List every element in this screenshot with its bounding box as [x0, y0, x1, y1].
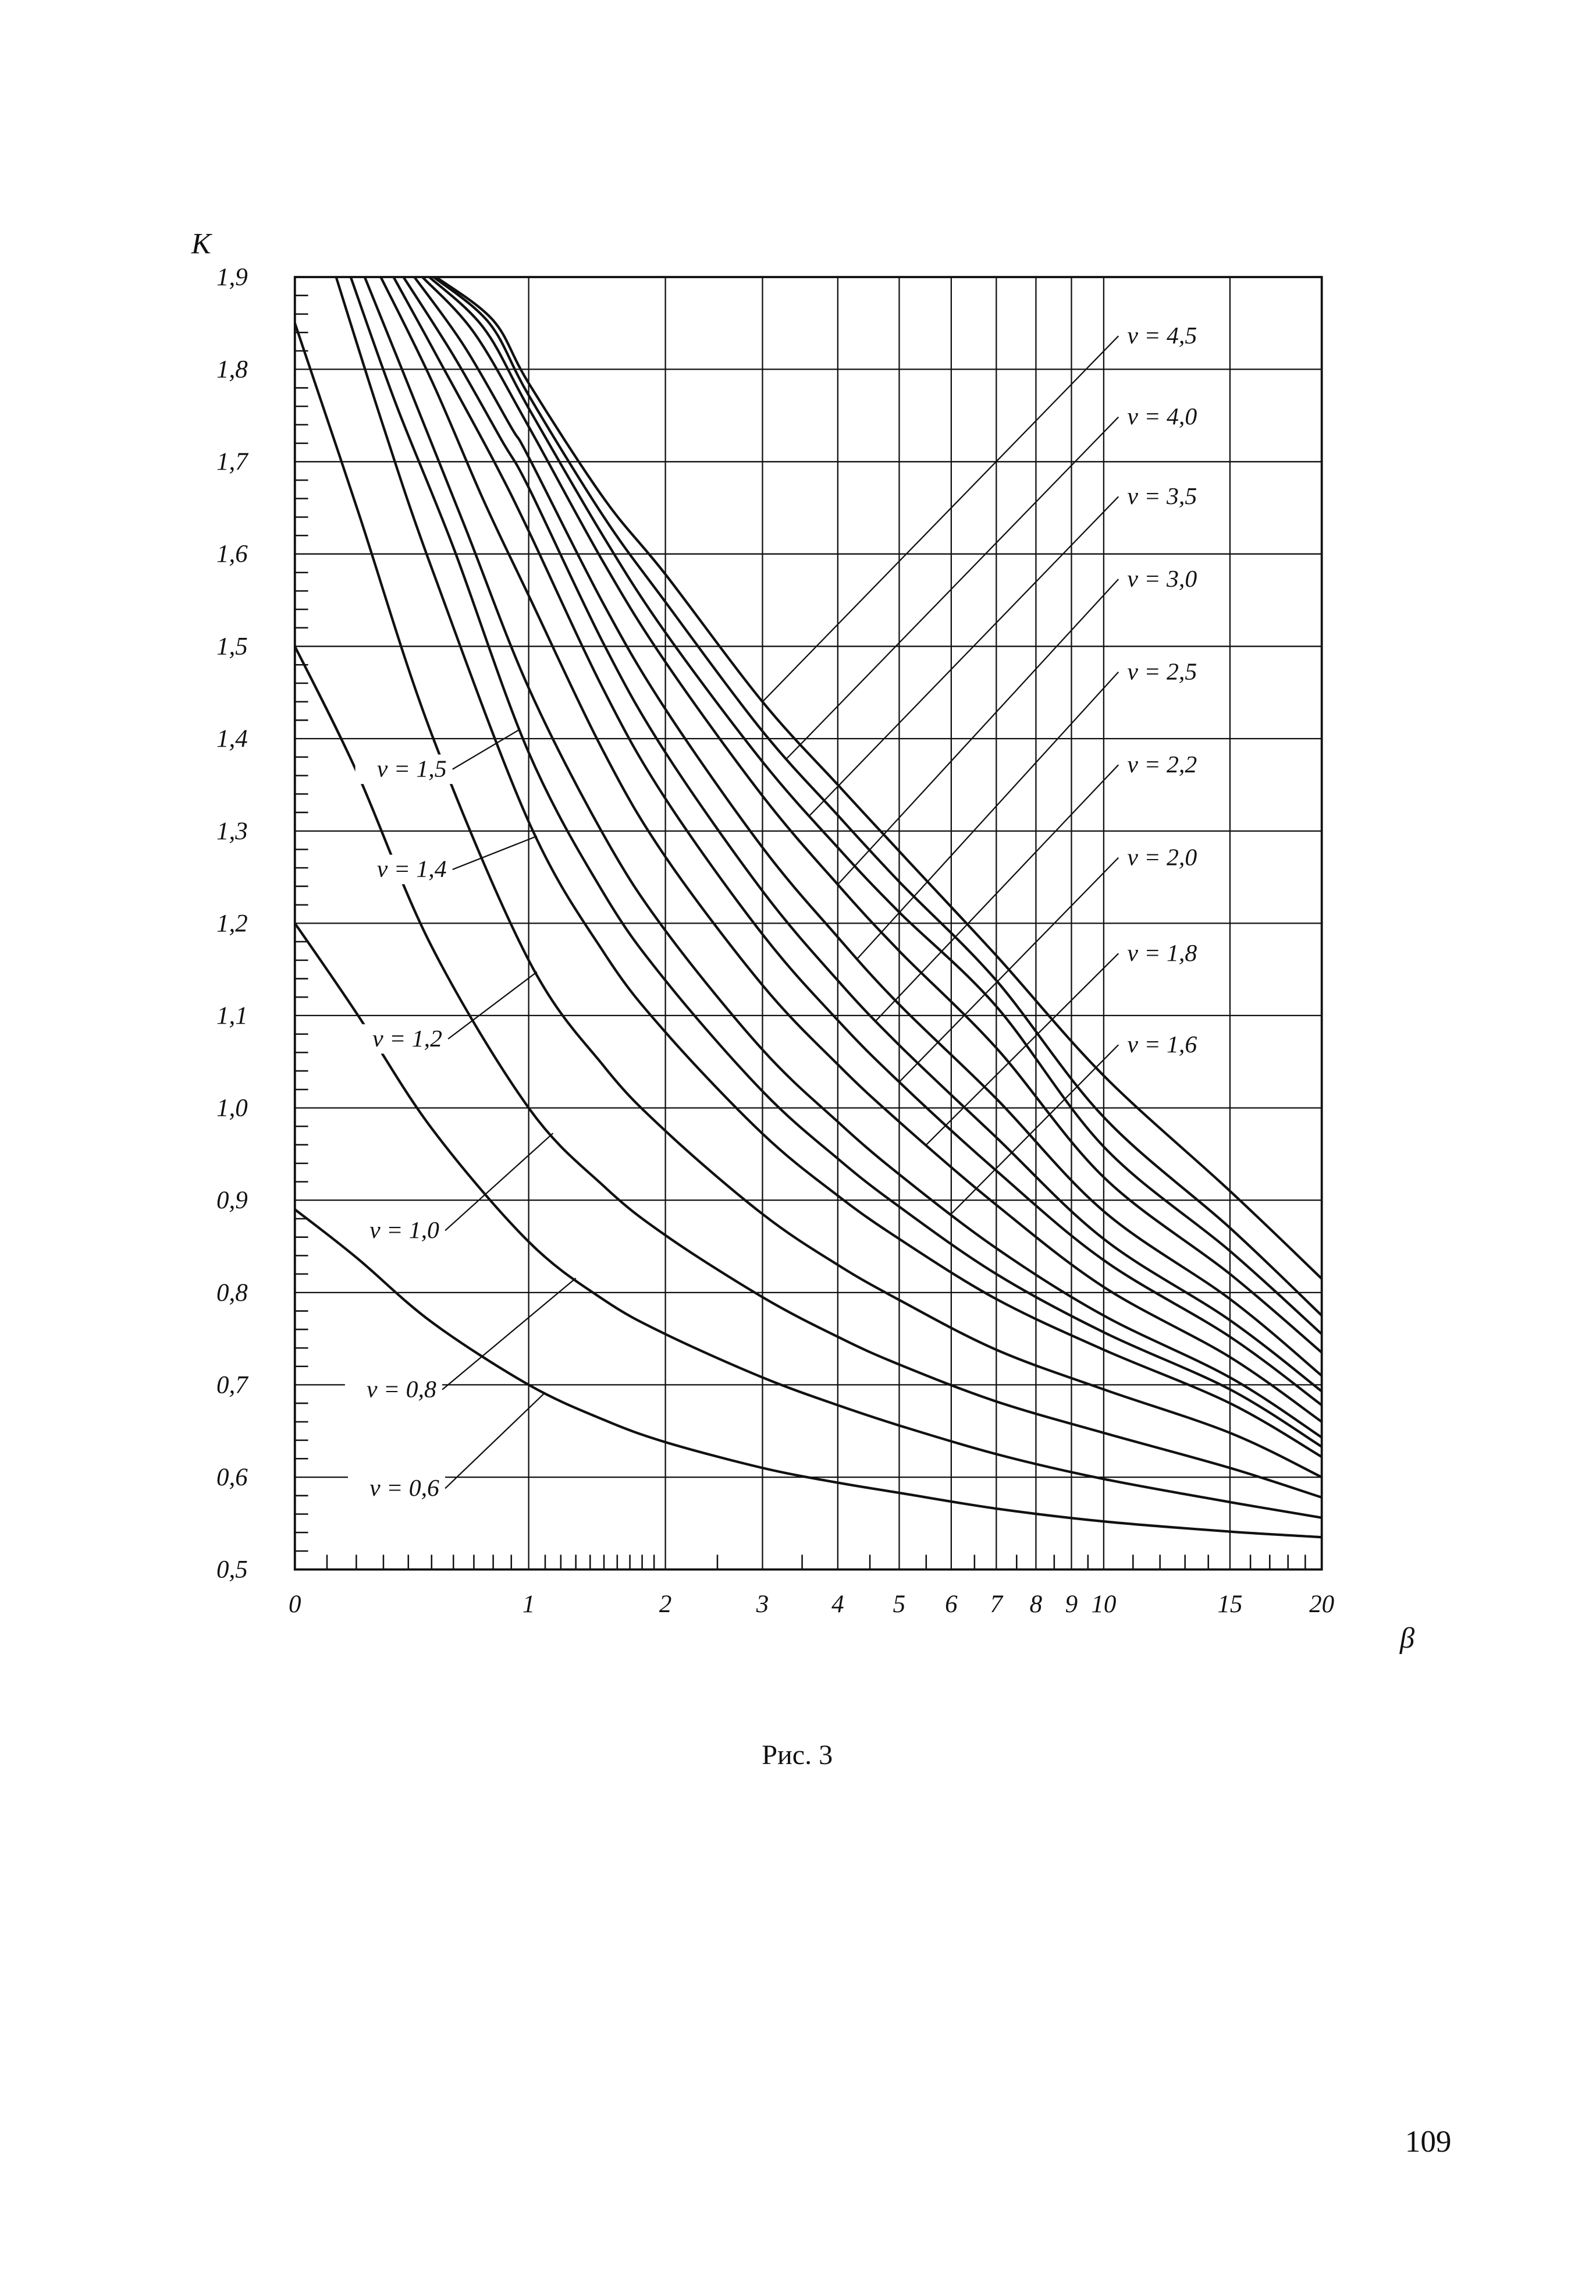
curve-v-1 [294, 645, 1322, 1499]
leader-line-v-4-5 [762, 335, 1119, 702]
curve-v-4 [433, 277, 1322, 1316]
x-tick-label-9: 9 [1065, 1591, 1078, 1618]
curves-group [294, 277, 1322, 1539]
x-tick-label-8: 8 [1030, 1591, 1043, 1618]
leader-line-v-3 [837, 579, 1119, 885]
curve-label-v-2: v = 2,0 [1127, 844, 1197, 871]
curve-label-mask [1121, 843, 1219, 872]
curve-label-mask [351, 1024, 449, 1054]
curve-label-mask [1121, 402, 1219, 432]
curve-v-1-6 [363, 277, 1322, 1439]
y-tick-label-0-5: 0,5 [216, 1556, 248, 1584]
y-tick-label-1-8: 1,8 [216, 356, 248, 383]
curve-label-v-0-8: v = 0,8 [367, 1376, 436, 1403]
curve-label-mask [355, 854, 453, 885]
curve-label-v-1-8: v = 1,8 [1127, 940, 1197, 967]
x-tick-label-4: 4 [831, 1591, 844, 1618]
leader-line-v-1-4 [452, 835, 538, 870]
y-tick-label-1-6: 1,6 [216, 541, 248, 568]
leader-line-v-2-5 [856, 671, 1119, 959]
leader-line-v-0-6 [445, 1392, 546, 1489]
leader-line-v-4 [786, 416, 1119, 760]
curve-label-v-3-5: v = 3,5 [1127, 483, 1197, 510]
y-tick-label-1-5: 1,5 [216, 633, 248, 661]
page-number: 109 [1405, 2124, 1452, 2159]
y-tick-label-1-7: 1,7 [216, 448, 248, 475]
y-tick-label-1-3: 1,3 [216, 818, 248, 845]
curve-label-mask [1121, 657, 1219, 687]
y-tick-label-0-6: 0,6 [216, 1464, 248, 1491]
curve-label-v-4: v = 4,0 [1127, 403, 1197, 430]
curve-v-2-2 [402, 277, 1322, 1393]
curve-label-v-1-2: v = 1,2 [372, 1025, 442, 1052]
curve-v-3 [421, 277, 1322, 1354]
x-tick-label-7: 7 [990, 1591, 1004, 1618]
leader-line-v-1-2 [447, 971, 538, 1040]
curve-label-mask [344, 1375, 442, 1405]
curve-label-v-1-5: v = 1,5 [377, 755, 447, 782]
x-tick-label-2: 2 [659, 1591, 672, 1618]
y-axis-title: К [191, 228, 212, 260]
y-tick-label-0-7: 0,7 [216, 1371, 248, 1399]
curve-v-2-5 [413, 277, 1322, 1377]
x-tick-label-0: 0 [289, 1591, 301, 1618]
x-tick-label-15: 15 [1217, 1591, 1242, 1618]
x-tick-label-3: 3 [756, 1591, 769, 1618]
curve-v-0-6 [294, 1208, 1322, 1539]
curve-label-v-0-6: v = 0,6 [369, 1475, 439, 1502]
curve-v-1-4 [335, 277, 1322, 1458]
y-tick-label-1-0: 1,0 [216, 1095, 248, 1122]
curve-v-1-5 [349, 277, 1322, 1448]
leader-line-v-2-2 [875, 764, 1119, 1021]
curve-v-1-2 [294, 322, 1322, 1479]
y-tick-label-1-1: 1,1 [216, 1002, 248, 1030]
curve-label-mask [347, 1474, 446, 1503]
chart-generated-content: v = 1,5 v = 1,4 v = 1,2 v = 1,0 v = 0,8 v = 0… [216, 264, 1334, 1618]
leader-line-v-1-5 [452, 728, 521, 770]
curve-v-4-5 [435, 277, 1322, 1280]
x-axis-title: β [1399, 1621, 1415, 1654]
curve-label-v-2-2: v = 2,2 [1127, 751, 1197, 778]
curve-label-mask [1121, 750, 1219, 780]
curve-label-mask [1121, 481, 1219, 512]
curve-v-3-5 [428, 277, 1322, 1335]
x-tick-label-6: 6 [945, 1591, 958, 1618]
curve-label-v-4-5: v = 4,5 [1127, 322, 1197, 349]
curve-v-0-8 [294, 922, 1322, 1519]
x-tick-label-5: 5 [893, 1591, 906, 1618]
y-tick-label-1-9: 1,9 [216, 264, 248, 291]
curve-label-mask [1121, 938, 1219, 968]
curve-label-v-1-6: v = 1,6 [1127, 1031, 1197, 1058]
curve-v-1-8 [379, 277, 1322, 1423]
leader-line-v-1-6 [951, 1044, 1119, 1215]
curve-label-v-2-5: v = 2,5 [1127, 658, 1197, 685]
leader-line-v-0-8 [442, 1277, 577, 1390]
curve-label-v-3: v = 3,0 [1127, 566, 1197, 592]
y-tick-label-0-9: 0,9 [216, 1187, 248, 1214]
figure-caption: Рис. 3 [762, 1740, 833, 1770]
curve-label-mask [1121, 564, 1219, 594]
leader-line-v-1-8 [925, 953, 1119, 1145]
curve-label-mask [355, 754, 453, 785]
y-tick-label-1-2: 1,2 [216, 910, 248, 937]
curve-v-2 [392, 277, 1322, 1407]
curve-label-mask [1121, 1030, 1219, 1060]
curve-label-mask [347, 1215, 446, 1245]
curve-label-v-1: v = 1,0 [369, 1217, 439, 1244]
curve-label-mask [1121, 321, 1219, 351]
x-tick-label-1: 1 [522, 1591, 535, 1618]
leader-line-v-2 [898, 857, 1119, 1083]
y-tick-label-1-4: 1,4 [216, 725, 248, 753]
leader-line-v-3-5 [809, 496, 1119, 817]
leader-line-v-1 [445, 1133, 554, 1232]
x-tick-label-20: 20 [1309, 1591, 1334, 1618]
x-tick-label-10: 10 [1091, 1591, 1116, 1618]
y-tick-label-0-8: 0,8 [216, 1279, 248, 1307]
curve-label-v-1-4: v = 1,4 [377, 856, 447, 883]
